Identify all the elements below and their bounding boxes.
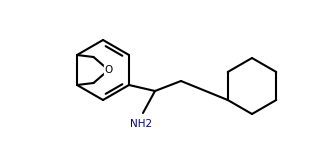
Text: NH2: NH2	[130, 119, 152, 129]
Text: O: O	[104, 65, 113, 75]
